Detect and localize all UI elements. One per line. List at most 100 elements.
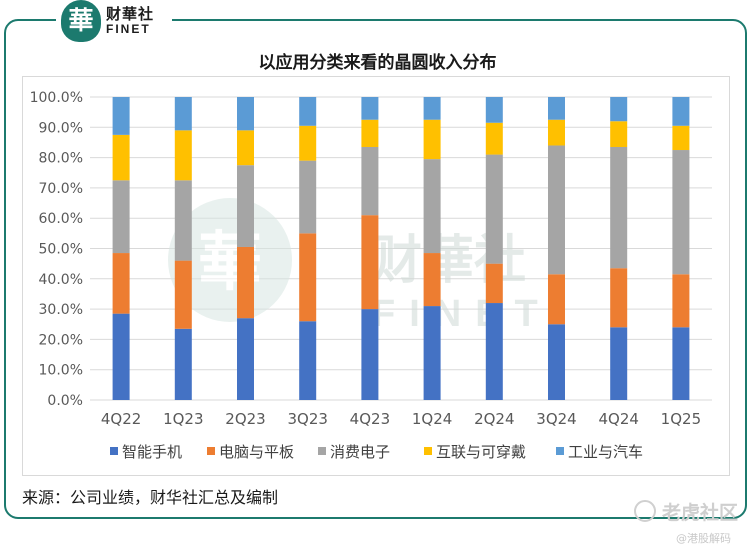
y-tick-label: 0.0% — [47, 393, 83, 409]
bar-segment — [672, 274, 690, 328]
legend-swatch — [556, 447, 564, 455]
x-tick-label: 4Q22 — [101, 410, 141, 428]
bar-segment — [423, 119, 441, 160]
bar-segment — [485, 97, 503, 123]
bar-segment — [112, 313, 130, 400]
legend-swatch — [110, 447, 118, 455]
bar-segment — [237, 97, 254, 131]
legend-label: 互联与可穿戴 — [436, 443, 526, 461]
bar-segment — [174, 328, 192, 400]
bar-segment — [112, 180, 130, 254]
y-tick-label: 30.0% — [39, 302, 83, 318]
x-tick-label: 1Q24 — [412, 410, 452, 428]
bar-segment — [485, 122, 503, 155]
y-tick-label: 70.0% — [39, 181, 83, 197]
bar-segment — [610, 327, 628, 400]
bar-segment — [237, 246, 254, 319]
bar-segment — [423, 97, 441, 120]
tiger-community-watermark: 老虎社区 — [662, 502, 739, 524]
watermark-en: FINET — [372, 293, 552, 335]
bar-segment — [174, 97, 192, 131]
bar-segment — [174, 260, 192, 329]
logo-chinese-name: 财華社 — [106, 5, 155, 23]
legend-swatch — [318, 447, 326, 455]
bar-segment — [672, 125, 690, 151]
bar-segment — [548, 274, 565, 325]
legend-swatch — [424, 447, 432, 455]
legend-swatch — [207, 447, 215, 455]
watermark-logo-icon — [168, 198, 292, 322]
legend-label: 工业与汽车 — [568, 443, 643, 461]
bar-segment — [299, 125, 317, 161]
chart-title: 以应用分类来看的晶圆收入分布 — [258, 53, 497, 73]
bar-segment — [610, 268, 628, 328]
bar-segment — [610, 146, 628, 269]
bar-segment — [672, 327, 690, 400]
finet-logo-icon: 華 — [61, 0, 101, 42]
x-tick-label: 3Q24 — [536, 410, 576, 428]
x-tick-label: 1Q25 — [661, 410, 701, 428]
x-tick-label: 3Q23 — [287, 410, 327, 428]
bar-segment — [548, 324, 565, 400]
y-tick-label: 40.0% — [39, 272, 83, 288]
x-tick-label: 2Q24 — [474, 410, 514, 428]
bar-segment — [610, 97, 628, 122]
x-tick-label: 1Q23 — [163, 410, 203, 428]
chart-watermark: 華 财華社 FINET — [168, 198, 552, 335]
bar-segment — [299, 97, 317, 126]
legend-label: 消费电子 — [330, 443, 390, 461]
x-axis-labels: 4Q22 1Q23 2Q23 3Q23 4Q23 1Q24 2Q24 3Q24 4Q24 1Q25 — [101, 410, 701, 428]
y-tick-label: 20.0% — [39, 332, 83, 348]
plot-area-border — [22, 76, 730, 476]
bar-segment — [423, 306, 441, 400]
bar-segment — [237, 165, 254, 247]
bars — [112, 97, 690, 400]
bar-segment — [548, 97, 565, 120]
bar-segment — [672, 97, 690, 126]
bar-segment — [423, 159, 441, 254]
bar-segment — [237, 318, 254, 400]
chart-frame — [4, 19, 747, 519]
x-tick-label: 2Q23 — [225, 410, 265, 428]
bar-segment — [423, 253, 441, 307]
bar-segment — [174, 130, 192, 181]
bar-segment — [237, 130, 254, 166]
logo-english-name: FINET — [106, 22, 151, 36]
bar-segment — [672, 150, 690, 275]
bar-segment — [361, 215, 379, 310]
legend-label: 智能手机 — [122, 443, 182, 461]
bar-segment — [548, 145, 565, 275]
bar-segment — [361, 146, 379, 216]
bar-segment — [299, 160, 317, 234]
bar-segment — [361, 119, 379, 147]
bar-segment — [361, 309, 379, 400]
y-tick-label: 60.0% — [39, 211, 83, 227]
y-tick-label: 50.0% — [39, 242, 83, 258]
source-note: 来源：公司业绩，财华社汇总及编制 — [22, 488, 279, 507]
bar-segment — [112, 134, 130, 181]
y-tick-label: 80.0% — [39, 151, 83, 167]
bar-segment — [361, 97, 379, 120]
bar-segment — [485, 263, 503, 304]
y-tick-label: 10.0% — [39, 363, 83, 379]
bar-segment — [112, 97, 130, 135]
bar-segment — [299, 321, 317, 400]
x-tick-label: 4Q23 — [350, 410, 390, 428]
y-axis-labels: 0.0% 10.0% 20.0% 30.0% 40.0% 50.0% 60.0% 70.0% 8… — [30, 90, 83, 409]
legend: 智能手机 电脑与平板 消费电子 互联与可穿戴 工业与汽车 — [110, 443, 643, 461]
finet-logo: 華 财華社 FINET — [56, 0, 172, 44]
y-tick-label: 100.0% — [30, 90, 83, 106]
legend-label: 电脑与平板 — [219, 443, 294, 461]
bar-segment — [112, 253, 130, 314]
bar-segment — [485, 154, 503, 264]
bar-segment — [174, 180, 192, 261]
tiger-community-icon — [634, 500, 656, 522]
bar-segment — [548, 119, 565, 146]
watermark-handle: @港股解码 — [676, 532, 731, 545]
x-tick-label: 4Q24 — [598, 410, 638, 428]
y-tick-label: 90.0% — [39, 120, 83, 136]
bar-segment — [610, 121, 628, 147]
bar-segment — [485, 303, 503, 400]
bar-segment — [299, 233, 317, 322]
